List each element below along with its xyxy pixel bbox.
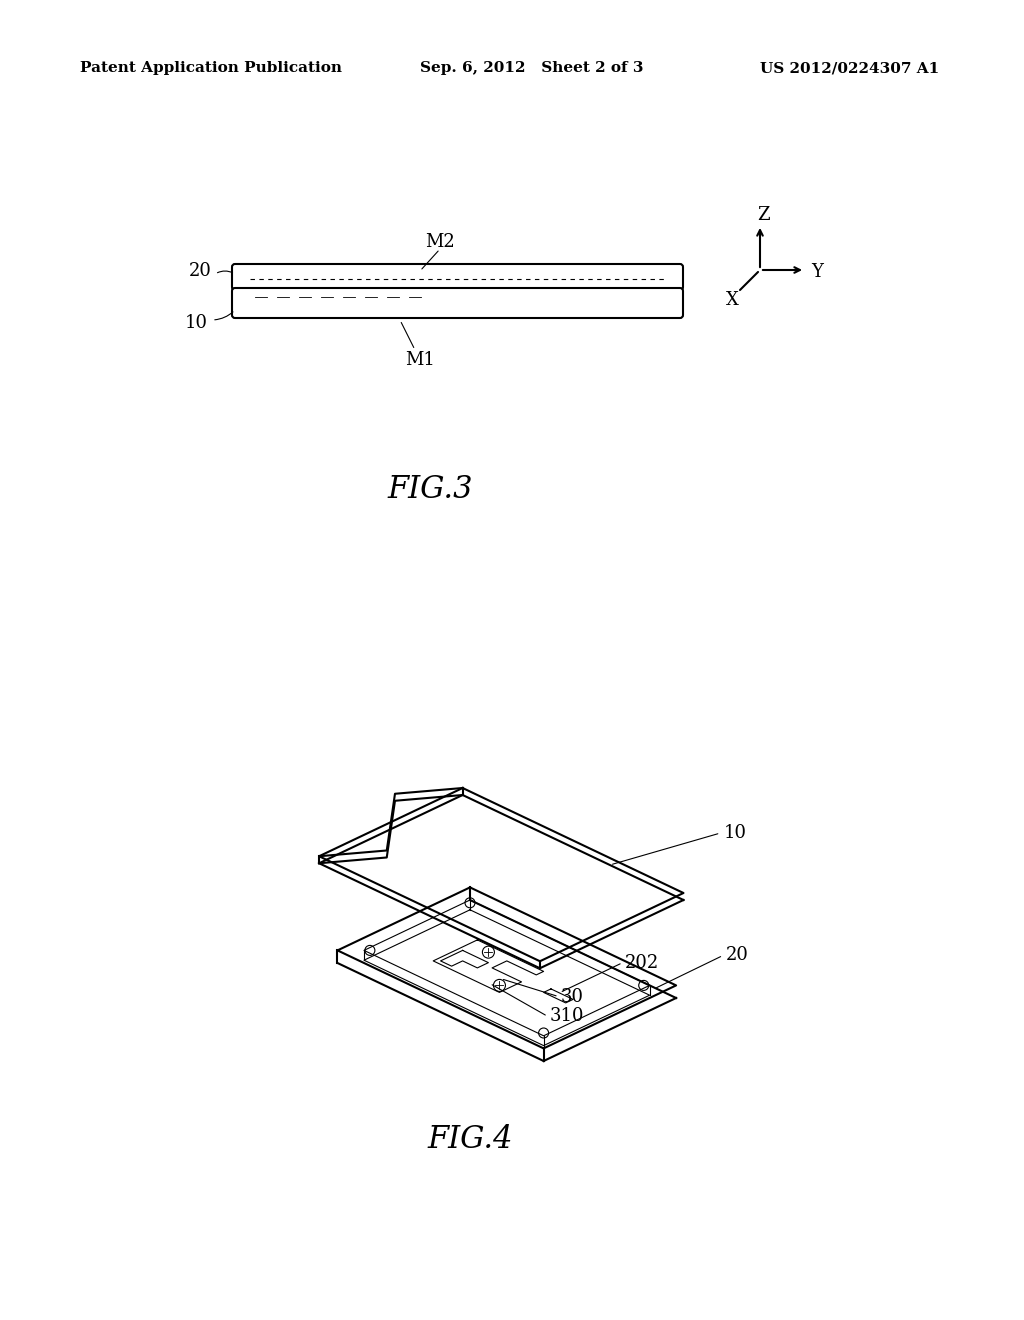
Text: FIG.3: FIG.3 — [387, 474, 473, 506]
Text: Z: Z — [757, 206, 769, 224]
Text: M1: M1 — [406, 351, 435, 370]
FancyBboxPatch shape — [232, 288, 683, 318]
Text: 10: 10 — [184, 314, 208, 333]
Text: Y: Y — [811, 263, 823, 281]
Text: 20: 20 — [188, 261, 211, 280]
Text: 30: 30 — [561, 987, 584, 1006]
Text: US 2012/0224307 A1: US 2012/0224307 A1 — [760, 61, 939, 75]
Text: Patent Application Publication: Patent Application Publication — [80, 61, 342, 75]
Text: X: X — [726, 290, 738, 309]
Text: FIG.4: FIG.4 — [427, 1125, 513, 1155]
Text: 10: 10 — [724, 824, 746, 842]
Text: Sep. 6, 2012   Sheet 2 of 3: Sep. 6, 2012 Sheet 2 of 3 — [420, 61, 643, 75]
Text: 202: 202 — [625, 953, 658, 972]
Text: M2: M2 — [425, 234, 455, 251]
FancyBboxPatch shape — [232, 264, 683, 290]
Text: 310: 310 — [550, 1007, 585, 1026]
Text: 20: 20 — [726, 946, 749, 965]
